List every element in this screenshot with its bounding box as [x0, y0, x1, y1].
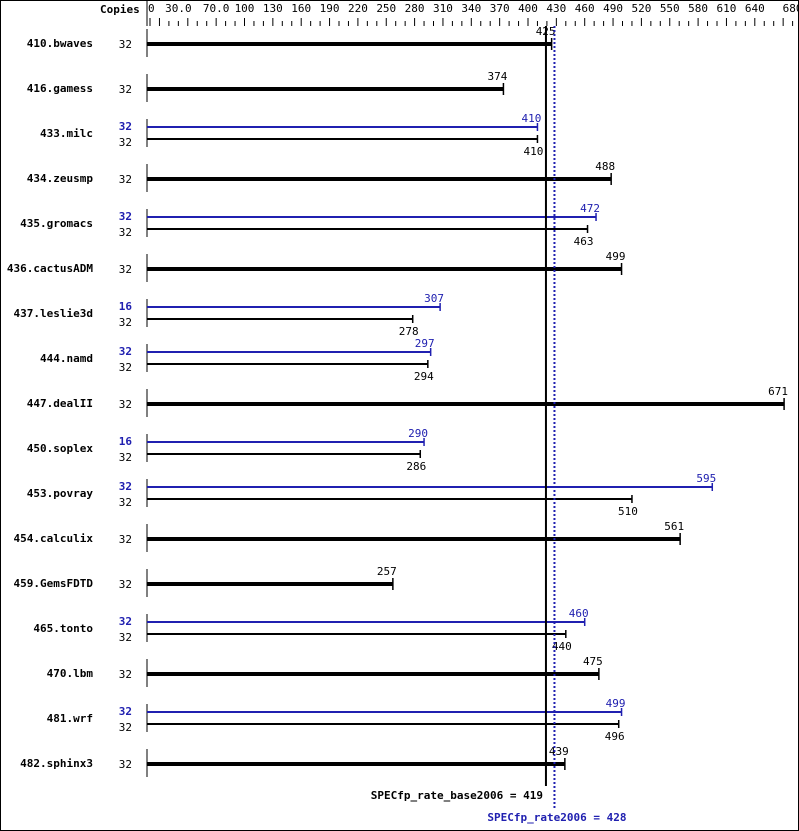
reference-base-label: SPECfp_rate_base2006 = 419: [371, 789, 543, 802]
tick-label: 460: [575, 2, 595, 15]
benchmark-label: 447.dealII: [27, 397, 93, 410]
copies-header: Copies: [100, 3, 140, 16]
tick-label: 130: [263, 2, 283, 15]
benchmark-label: 437.leslie3d: [14, 307, 93, 320]
tick-label: 550: [660, 2, 680, 15]
tick-label: 580: [688, 2, 708, 15]
base-value: 510: [618, 505, 638, 518]
base-value: 286: [406, 460, 426, 473]
tick-label: 100: [235, 2, 255, 15]
base-value: 294: [414, 370, 434, 383]
benchmark-label: 482.sphinx3: [20, 757, 93, 770]
base-value: 561: [664, 520, 684, 533]
tick-label: 70.0: [203, 2, 230, 15]
peak-value: 410: [522, 112, 542, 125]
base-copies: 32: [119, 38, 132, 51]
base-copies: 32: [119, 451, 132, 464]
tick-label: 370: [490, 2, 510, 15]
peak-copies: 32: [119, 210, 132, 223]
benchmark-label: 465.tonto: [33, 622, 93, 635]
base-copies: 32: [119, 136, 132, 149]
peak-value: 460: [569, 607, 589, 620]
benchmark-label: 470.lbm: [47, 667, 94, 680]
peak-copies: 32: [119, 120, 132, 133]
base-copies: 32: [119, 721, 132, 734]
tick-label: 30.0: [165, 2, 192, 15]
base-value: 410: [524, 145, 544, 158]
tick-label: 160: [291, 2, 311, 15]
base-copies: 32: [119, 578, 132, 591]
base-copies: 32: [119, 758, 132, 771]
benchmark-label: 434.zeusmp: [27, 172, 94, 185]
base-copies: 32: [119, 631, 132, 644]
peak-value: 297: [415, 337, 435, 350]
peak-copies: 32: [119, 615, 132, 628]
benchmark-label: 410.bwaves: [27, 37, 93, 50]
base-copies: 32: [119, 316, 132, 329]
peak-value: 499: [606, 697, 626, 710]
reference-peak-label: SPECfp_rate2006 = 428: [487, 811, 626, 824]
benchmark-label: 453.povray: [27, 487, 94, 500]
base-value: 671: [768, 385, 788, 398]
tick-label: 640: [745, 2, 765, 15]
peak-copies: 32: [119, 480, 132, 493]
base-copies: 32: [119, 263, 132, 276]
base-copies: 32: [119, 533, 132, 546]
tick-label: 280: [405, 2, 425, 15]
tick-label: 520: [631, 2, 651, 15]
peak-copies: 32: [119, 705, 132, 718]
base-value: 499: [606, 250, 626, 263]
base-copies: 32: [119, 173, 132, 186]
tick-label: 610: [717, 2, 737, 15]
peak-copies: 16: [119, 435, 133, 448]
peak-copies: 32: [119, 345, 132, 358]
tick-label: 250: [376, 2, 396, 15]
base-copies: 32: [119, 226, 132, 239]
benchmark-label: 454.calculix: [14, 532, 94, 545]
tick-label: 0: [148, 2, 155, 15]
tick-label: 220: [348, 2, 368, 15]
tick-label: 680: [783, 2, 799, 15]
benchmark-label: 416.gamess: [27, 82, 93, 95]
base-value: 257: [377, 565, 397, 578]
tick-label: 340: [461, 2, 481, 15]
base-value: 278: [399, 325, 419, 338]
tick-label: 430: [546, 2, 566, 15]
base-copies: 32: [119, 668, 132, 681]
base-value: 463: [574, 235, 594, 248]
base-copies: 32: [119, 496, 132, 509]
peak-value: 307: [424, 292, 444, 305]
base-value: 439: [549, 745, 569, 758]
base-copies: 32: [119, 83, 132, 96]
benchmark-label: 459.GemsFDTD: [14, 577, 94, 590]
benchmark-label: 433.milc: [40, 127, 93, 140]
peak-copies: 16: [119, 300, 133, 313]
base-value: 475: [583, 655, 603, 668]
tick-label: 490: [603, 2, 623, 15]
base-value: 496: [605, 730, 625, 743]
tick-label: 400: [518, 2, 538, 15]
peak-value: 595: [696, 472, 716, 485]
base-value: 488: [595, 160, 615, 173]
base-copies: 32: [119, 361, 132, 374]
benchmark-label: 450.soplex: [27, 442, 94, 455]
benchmark-label: 444.namd: [40, 352, 93, 365]
benchmark-label: 435.gromacs: [20, 217, 93, 230]
tick-label: 190: [320, 2, 340, 15]
base-value: 374: [487, 70, 507, 83]
base-copies: 32: [119, 398, 132, 411]
tick-label: 310: [433, 2, 453, 15]
benchmark-label: 481.wrf: [47, 712, 93, 725]
benchmark-label: 436.cactusADM: [7, 262, 93, 275]
base-value: 440: [552, 640, 572, 653]
peak-value: 290: [408, 427, 428, 440]
peak-value: 472: [580, 202, 600, 215]
